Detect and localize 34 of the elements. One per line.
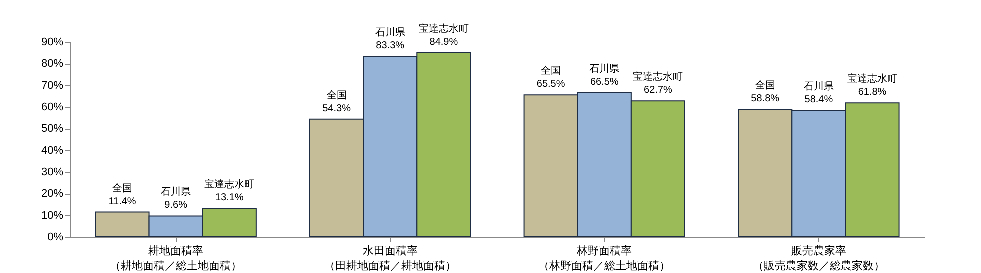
series-label: 宝達志水町 bbox=[204, 178, 255, 191]
text: 宝達志水町 bbox=[848, 74, 898, 86]
y-tick-label: 40% bbox=[41, 144, 64, 157]
y-tick-label: 80% bbox=[41, 58, 64, 70]
data-label: 9.6% bbox=[164, 200, 188, 212]
y-tick-label: 10% bbox=[41, 210, 64, 222]
text: 宝達志水町 bbox=[418, 24, 469, 36]
text: 全国 bbox=[755, 80, 776, 92]
data-label: 54.3% bbox=[322, 103, 352, 114]
data-label: 61.8% bbox=[858, 87, 887, 98]
data-label: 84.9% bbox=[430, 37, 458, 48]
y-tick-label: 0% bbox=[48, 232, 64, 244]
text: 石川県 bbox=[590, 64, 620, 75]
text: 全国 bbox=[541, 66, 562, 78]
y-tick-label: 60% bbox=[41, 102, 64, 114]
data-label: 83.3% bbox=[376, 40, 405, 52]
series-label: 石川県 bbox=[161, 186, 192, 198]
data-label: 11.4% bbox=[108, 196, 136, 208]
text: 全国 bbox=[326, 90, 347, 102]
text: 石川県 bbox=[375, 28, 406, 39]
y-tick-label: 70% bbox=[41, 80, 64, 92]
data-label: 65.5% bbox=[536, 79, 566, 90]
data-label: 62.7% bbox=[644, 85, 672, 96]
series-label: 全国 bbox=[112, 182, 132, 194]
data-label: 58.4% bbox=[804, 94, 834, 106]
y-tick-label: 30% bbox=[41, 166, 64, 178]
y-tick-label: 50% bbox=[41, 123, 64, 136]
text: 石川県 bbox=[804, 81, 834, 92]
y-tick-label: 20% bbox=[41, 188, 64, 200]
data-label: 66.5% bbox=[590, 76, 619, 88]
data-label: 58.8% bbox=[751, 94, 780, 105]
data-label: 13.1% bbox=[215, 192, 244, 204]
text: 宝達志水町 bbox=[633, 72, 684, 84]
y-tick-label: 90% bbox=[41, 36, 64, 48]
